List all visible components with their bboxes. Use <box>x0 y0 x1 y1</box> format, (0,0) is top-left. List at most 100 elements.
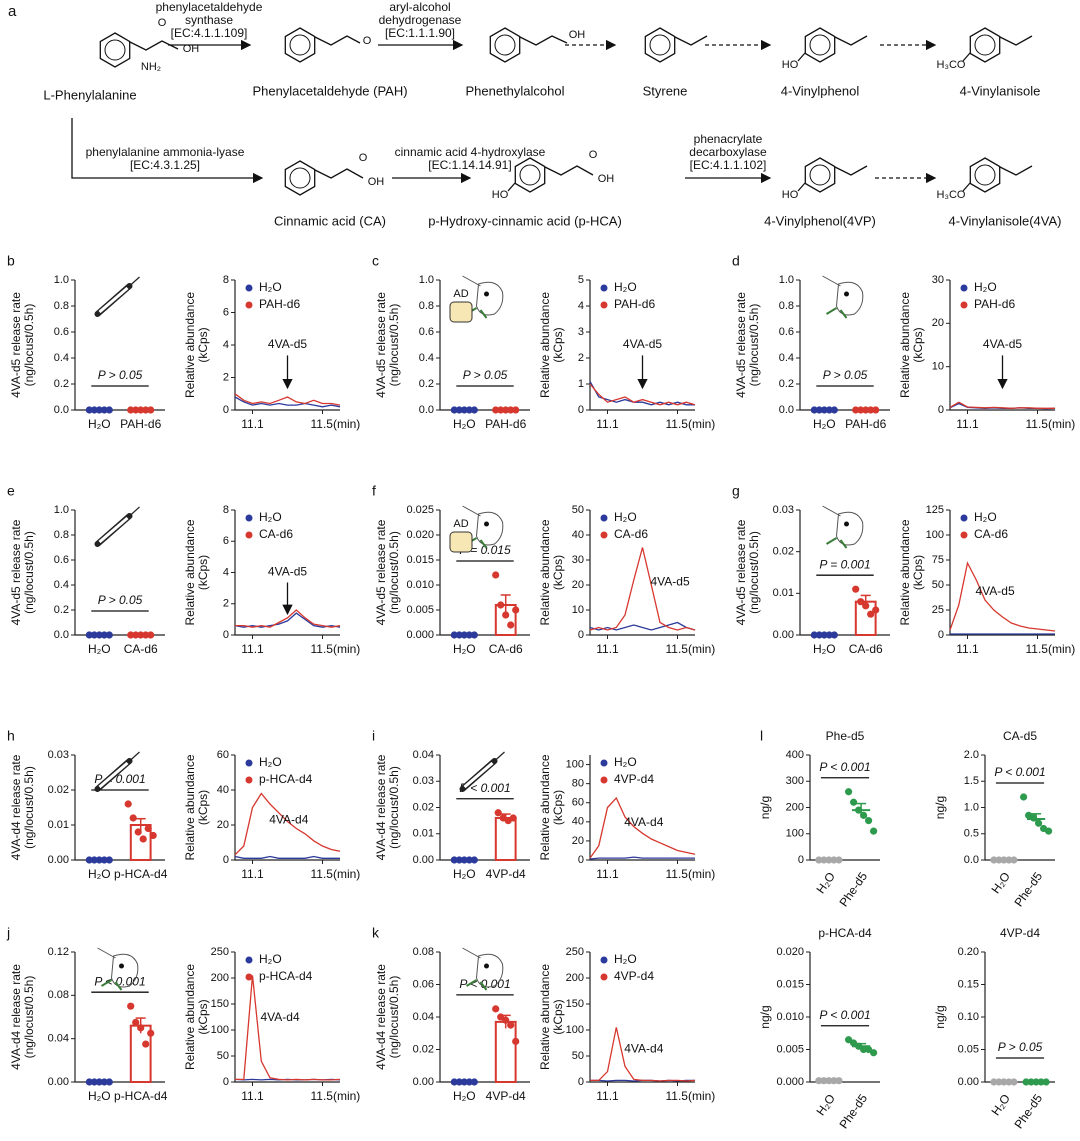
y-tick-label: 20 <box>932 317 944 329</box>
data-point <box>455 1078 463 1086</box>
x-tick-label: 11.1 <box>241 417 264 431</box>
data-point <box>872 606 880 614</box>
data-point <box>460 631 468 639</box>
data-point <box>147 406 155 414</box>
legend-marker <box>960 514 968 522</box>
side-chain <box>519 35 568 46</box>
atom-label: OH <box>183 43 200 55</box>
benzene-ring <box>644 27 676 63</box>
data-point <box>1000 1078 1008 1086</box>
y-tick-label: 6 <box>223 306 229 318</box>
legend-marker <box>600 973 608 981</box>
data-point <box>830 406 838 414</box>
y-tick-label: 200 <box>211 972 229 984</box>
y-axis-label: (kCps) <box>911 555 925 590</box>
axis <box>74 280 165 411</box>
y-tick-label: 30 <box>932 274 944 286</box>
y-tick-label: 0.08 <box>48 989 69 1001</box>
data-point <box>492 571 500 579</box>
data-point <box>95 1078 103 1086</box>
data-point <box>857 406 865 414</box>
x-tick-label: H₂O <box>813 642 836 656</box>
icon-mouthparts <box>825 307 848 319</box>
enzyme-label: [EC:1.14.14.91] <box>428 158 511 172</box>
ring-bond <box>104 39 126 61</box>
legend-label: CA-d6 <box>614 527 648 541</box>
legend-label: PAH-d6 <box>614 297 655 311</box>
ring-bond <box>974 164 996 186</box>
data-point <box>455 856 463 864</box>
y-axis-label: ng/g <box>933 1005 947 1028</box>
y-tick-label: 2.0 <box>964 749 979 761</box>
y-tick-label: 0.00 <box>958 1076 979 1088</box>
peak-label: 4VA-d4 <box>624 1041 663 1055</box>
bond <box>507 182 516 192</box>
y-axis-label: Relative abundance <box>898 292 912 398</box>
p-value: P > 0.05 <box>463 368 508 382</box>
y-tick-label: 2 <box>223 371 229 383</box>
icon-antenna <box>462 947 481 959</box>
axis <box>984 952 1055 1083</box>
y-tick-label: 10 <box>932 361 944 373</box>
icon-locust-head <box>475 281 504 316</box>
data-point <box>85 406 93 414</box>
x-tick-label: p-HCA-d4 <box>114 867 168 881</box>
data-point <box>852 406 860 414</box>
ring-bond <box>809 164 831 186</box>
y-axis-label: (ng/locust/0.5h) <box>387 304 401 387</box>
y-tick-label: 50 <box>932 579 944 591</box>
data-point <box>492 1005 500 1013</box>
y-axis-label: Relative abundance <box>183 292 197 398</box>
data-point <box>862 406 870 414</box>
y-tick-label: 0.4 <box>779 352 794 364</box>
y-tick-label: 4 <box>578 300 584 312</box>
chromatogram-line <box>949 401 1055 409</box>
data-point <box>825 1077 833 1085</box>
icon-locust-head <box>835 511 864 546</box>
data-point <box>124 800 132 808</box>
y-tick-label: 0 <box>223 854 229 866</box>
p-value: P < 0.001 <box>819 760 870 774</box>
data-point <box>129 814 137 822</box>
y-tick-label: 0 <box>578 1076 584 1088</box>
y-tick-label: 0.015 <box>776 978 804 990</box>
data-point <box>1005 1078 1013 1086</box>
y-tick-label: 0.6 <box>54 326 69 338</box>
compound-name: 4-Vinylphenol <box>781 83 860 98</box>
legend-marker <box>600 531 608 539</box>
y-tick-label: 0.00 <box>773 629 794 641</box>
y-tick-label: 100 <box>566 1024 584 1036</box>
x-tick-label: 11.1 <box>956 417 979 431</box>
chromatogram-line <box>234 393 341 406</box>
data-point <box>857 598 865 606</box>
atom-label: O <box>158 17 167 29</box>
y-axis-label: Relative abundance <box>538 754 552 860</box>
y-tick-label: 0.4 <box>54 352 69 364</box>
chromatogram-line <box>590 1027 696 1082</box>
legend-marker <box>245 301 253 309</box>
y-tick-label: 0.020 <box>776 946 804 958</box>
data-point <box>90 1078 98 1086</box>
legend-label: H₂O <box>614 510 637 524</box>
data-point <box>144 824 152 833</box>
x-tick-label: H₂O <box>88 867 111 881</box>
chromatogram-line <box>234 855 340 859</box>
icon-syringe <box>98 516 129 544</box>
legend-label: 4VP-d4 <box>614 772 654 786</box>
x-tick-label: PAH-d6 <box>485 417 526 431</box>
y-tick-label: 0.02 <box>48 784 69 796</box>
data-point <box>132 631 140 639</box>
x-tick-label: CA-d6 <box>849 642 883 656</box>
enzyme-label: phenacrylate <box>694 132 763 146</box>
y-tick-label: 1.5 <box>964 775 979 787</box>
y-tick-label: 0.4 <box>419 352 434 364</box>
data-point <box>995 1078 1003 1086</box>
x-tick-label: H₂O <box>988 1092 1012 1119</box>
x-tick-label: 11.1 <box>596 1089 619 1103</box>
side-chain <box>674 35 708 46</box>
y-tick-label: 1.0 <box>54 274 69 286</box>
y-axis-label: (kCps) <box>551 790 565 825</box>
x-tick-label: H₂O <box>813 870 837 897</box>
y-tick-label: 0.03 <box>773 504 794 516</box>
